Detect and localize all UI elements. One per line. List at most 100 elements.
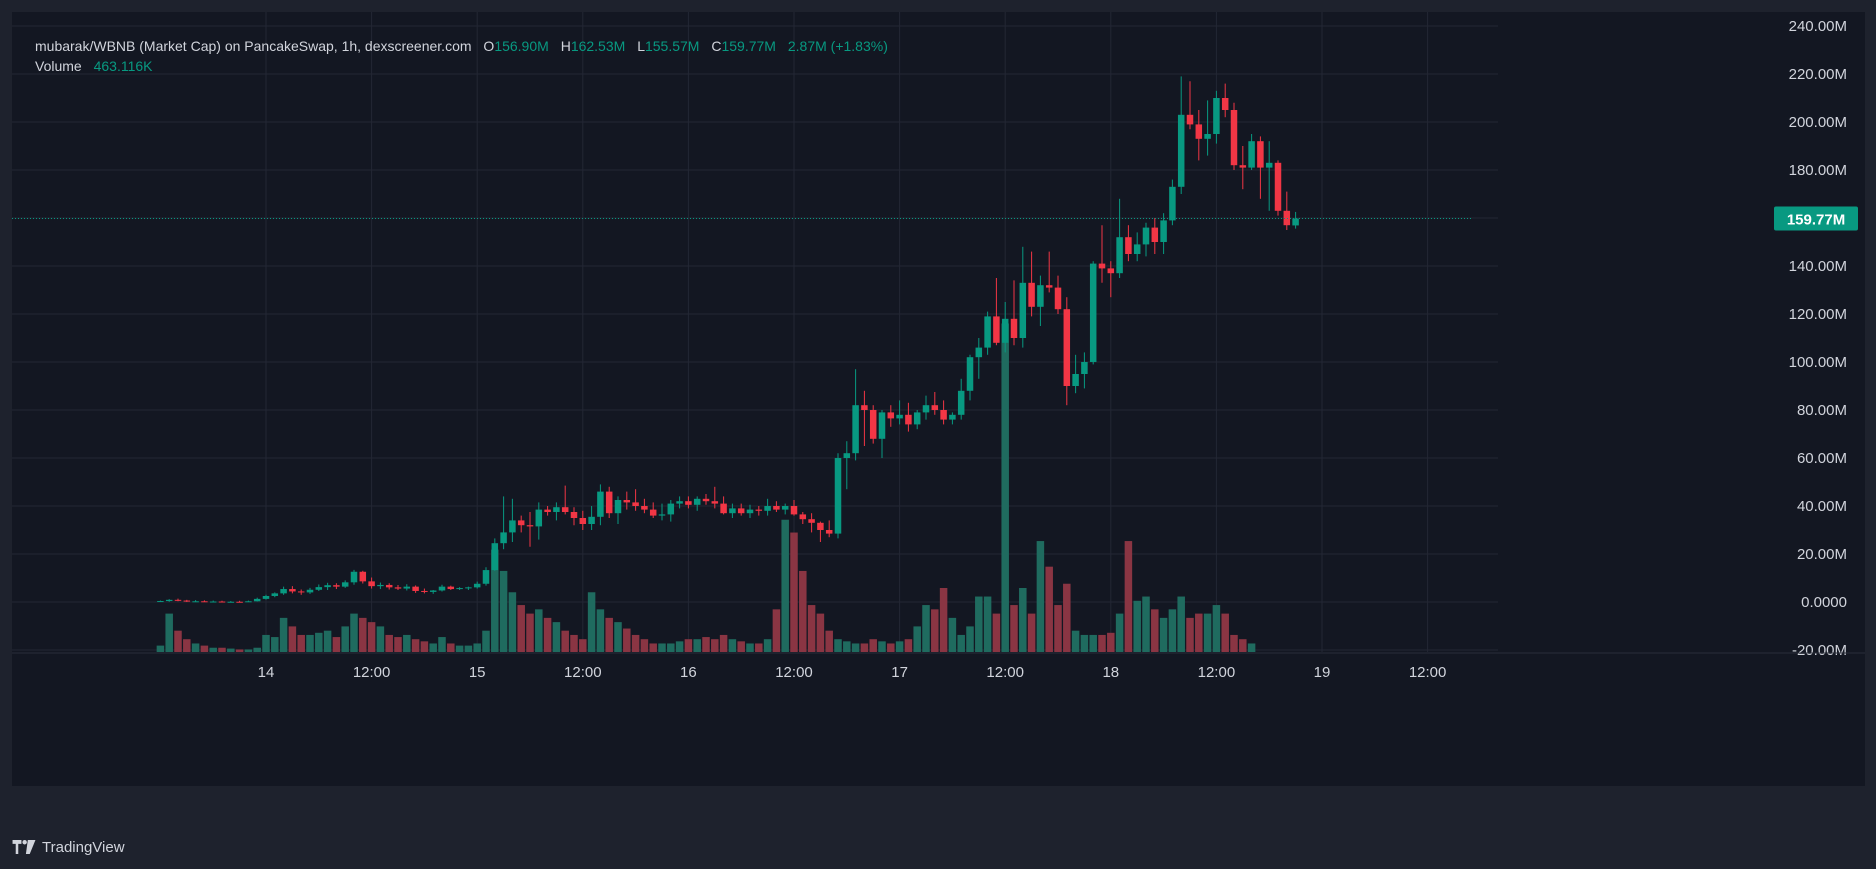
price-axis[interactable]: 240.00M220.00M200.00M180.00M160.00M140.0… [1789, 18, 1847, 659]
candle-up [306, 587, 314, 594]
open-value: 156.90M [494, 38, 549, 54]
candle-down [201, 600, 208, 603]
candle-body [632, 502, 639, 506]
volume-bar-up [491, 549, 499, 652]
candle-down [421, 588, 428, 594]
volume-bar-down [183, 639, 191, 652]
candle-up [473, 581, 481, 589]
volume-bar-up [482, 630, 490, 652]
candle-up [500, 496, 507, 550]
candle-up [966, 354, 974, 401]
volume-bar-up [165, 613, 173, 652]
volume-bar-down [1063, 583, 1071, 652]
volume-bar-down [649, 643, 657, 652]
volume-bar-up [1142, 596, 1150, 652]
tradingview-brand[interactable]: TradingView [12, 837, 125, 857]
volume-bar-down [1186, 617, 1194, 652]
legend-ohlc-row: mubarak/WBNB (Market Cap) on PancakeSwap… [35, 36, 888, 56]
candle-body [253, 598, 261, 602]
candle-body [227, 601, 235, 603]
volume-bar-down [869, 639, 877, 652]
candle-up [834, 453, 842, 539]
candle-body [394, 587, 402, 589]
candle-up [676, 496, 683, 509]
candle-body [473, 583, 481, 588]
volume-bar-up [244, 649, 253, 652]
volume-bar-down [570, 634, 578, 652]
legend-volume-row: Volume 463.116K [35, 56, 888, 76]
volume-bar-up [455, 645, 464, 652]
volume-bar-down [1239, 639, 1247, 652]
candle-body [157, 601, 164, 603]
volume-bar-down [297, 634, 305, 652]
grid-lines [12, 12, 1498, 652]
candle-up [350, 569, 358, 585]
volume-bar-up [429, 643, 437, 652]
x-tick-label: 14 [258, 664, 275, 681]
candle-up [1142, 222, 1150, 257]
volume-bar-down [332, 637, 341, 652]
candle-up [535, 502, 543, 540]
chart-panel[interactable]: 240.00M220.00M200.00M180.00M160.00M140.0… [12, 12, 1865, 786]
volume-bar-up [675, 641, 684, 652]
candle-up [729, 503, 736, 518]
candle-down [1098, 225, 1106, 283]
candle-down [905, 402, 912, 432]
volume-bar-down [772, 609, 781, 652]
candle-body [482, 570, 490, 584]
candle-body [421, 590, 428, 592]
candle-body [570, 512, 578, 518]
candle-body [755, 509, 763, 511]
candle-body [843, 453, 851, 458]
candle-down [561, 485, 569, 515]
candle-body [940, 410, 947, 420]
x-tick-label: 12:00 [1409, 664, 1447, 681]
candlestick-chart[interactable]: 240.00M220.00M200.00M180.00M160.00M140.0… [12, 12, 1865, 786]
candle-body [1142, 227, 1150, 245]
candle-body [1248, 141, 1255, 168]
candle-body [1133, 244, 1141, 254]
candle-body [729, 508, 736, 514]
volume-bar-down [174, 630, 182, 652]
candle-body [825, 530, 833, 534]
candle-body [799, 514, 807, 520]
candle-body [526, 525, 534, 527]
volume-bar-up [834, 639, 842, 652]
candle-body [641, 506, 648, 510]
candle-up [1116, 198, 1123, 278]
candle-body [1010, 318, 1018, 338]
candle-down [1063, 297, 1071, 406]
volume-bar-down [737, 641, 745, 652]
candle-body [905, 414, 912, 425]
candle-body [192, 601, 199, 603]
volume-bar-down [799, 570, 807, 652]
candle-down [649, 502, 657, 518]
candle-body [746, 509, 754, 514]
time-axis[interactable]: 14 12:00 15 12:00 16 12:00 17 12:00 18 12:00 19 12:… [12, 652, 1865, 681]
candle-up [1001, 302, 1009, 353]
candle-body [377, 584, 384, 587]
high-label: H [560, 38, 571, 54]
candle-down [685, 496, 692, 509]
volume-bar-down [200, 645, 209, 652]
candle-body [491, 543, 499, 571]
candle-down [817, 521, 824, 542]
high-value: 162.53M [570, 38, 626, 54]
volume-bar-up [227, 648, 235, 652]
candle-down [1274, 160, 1282, 216]
candle-body [949, 414, 956, 420]
candle-up [315, 584, 323, 591]
volume-bar-down [807, 605, 816, 652]
volume-bar-up [746, 643, 754, 652]
candle-body [869, 410, 877, 439]
x-tick-label: 12:00 [775, 664, 813, 681]
y-tick-label: 100.00M [1789, 354, 1847, 371]
candle-down [799, 512, 807, 524]
candle-body [676, 501, 683, 504]
volume-bar-up [1212, 605, 1221, 652]
volume-bar-up [948, 617, 957, 652]
candle-body [1274, 162, 1282, 211]
candle-body [1230, 110, 1238, 166]
volume-bar-up [913, 626, 921, 652]
volume-bar-up [464, 645, 473, 652]
